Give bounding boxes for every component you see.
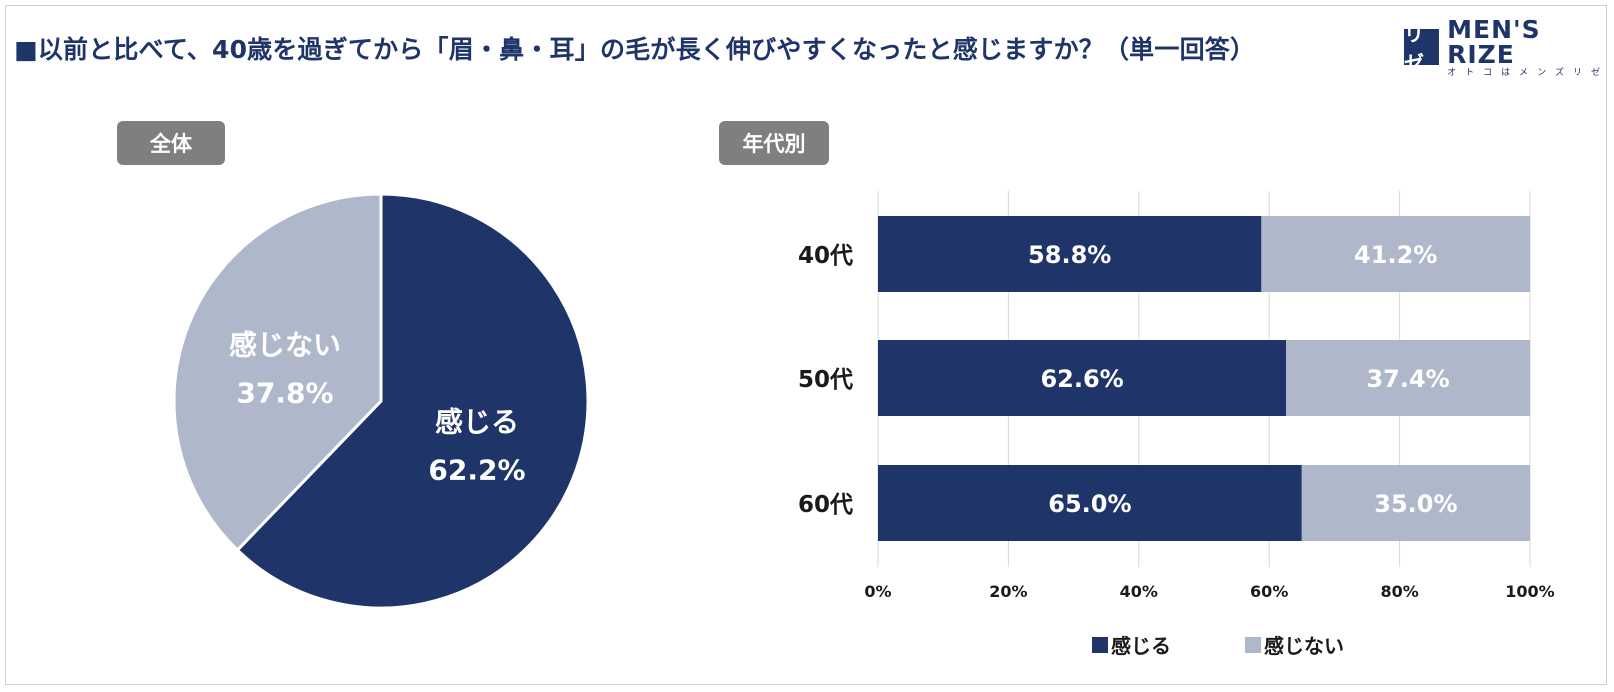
pie-chart: 感じる 62.2% 感じない 37.8% xyxy=(172,192,590,610)
section-label-by-age: 年代別 xyxy=(719,121,829,165)
bar-segment-not-feel xyxy=(1301,465,1530,541)
bar-segment-feel xyxy=(878,465,1302,541)
x-tick-label: 100% xyxy=(1505,582,1554,601)
bar-value-label: 62.6% xyxy=(1040,365,1123,393)
bar-value-label: 35.0% xyxy=(1374,490,1457,518)
x-tick-label: 40% xyxy=(1120,582,1158,601)
pie-label-not-feel: 感じない xyxy=(229,328,341,361)
category-label: 40代 xyxy=(798,243,853,269)
pie-slice-feel xyxy=(235,192,590,610)
bar-value-label: 65.0% xyxy=(1048,490,1131,518)
bar-value-label: 58.8% xyxy=(1028,241,1111,269)
legend-label-not-feel: 感じない xyxy=(1264,634,1344,658)
legend-item-not-feel: 感じない xyxy=(1245,630,1344,659)
bar-chart: 0% 20% 40% 60% 80% 100% 40代 58.8% 41.2% 50代 62.6% 3… xyxy=(798,191,1555,601)
pie-value-not-feel: 37.8% xyxy=(236,376,333,409)
bar-segment-feel xyxy=(878,340,1287,416)
legend-label-feel: 感じる xyxy=(1111,634,1171,658)
pie-label-feel: 感じる xyxy=(435,406,519,439)
bar-value-label: 37.4% xyxy=(1366,365,1449,393)
x-tick-label: 80% xyxy=(1380,582,1418,601)
bar-value-label: 41.2% xyxy=(1354,241,1437,269)
chart-title: ■以前と比べて、40歳を過ぎてから「眉・鼻・耳」の毛が長く伸びやすくなったと感じ… xyxy=(14,35,1256,64)
x-tick-label: 0% xyxy=(864,582,891,601)
pie-slice-not-feel xyxy=(172,192,383,553)
bar-segment-not-feel xyxy=(1261,216,1530,292)
logo-tagline: オトコはメンズリゼ xyxy=(1447,67,1609,78)
legend-item-feel: 感じる xyxy=(1092,630,1171,659)
legend-swatch-feel xyxy=(1092,636,1108,653)
category-label: 60代 xyxy=(798,492,853,518)
legend-swatch-not-feel xyxy=(1245,636,1261,653)
bar-segment-feel xyxy=(878,216,1262,292)
x-tick-label: 60% xyxy=(1250,582,1288,601)
logo-name: MEN'S RIZE xyxy=(1447,14,1541,69)
category-label: 50代 xyxy=(798,367,853,393)
bar-segment-not-feel xyxy=(1286,340,1530,416)
logo-text: MEN'S RIZE オトコはメンズリゼ xyxy=(1447,17,1614,78)
x-tick-label: 20% xyxy=(989,582,1027,601)
section-label-overall: 全体 xyxy=(117,121,225,165)
pie-value-feel: 62.2% xyxy=(428,454,525,487)
